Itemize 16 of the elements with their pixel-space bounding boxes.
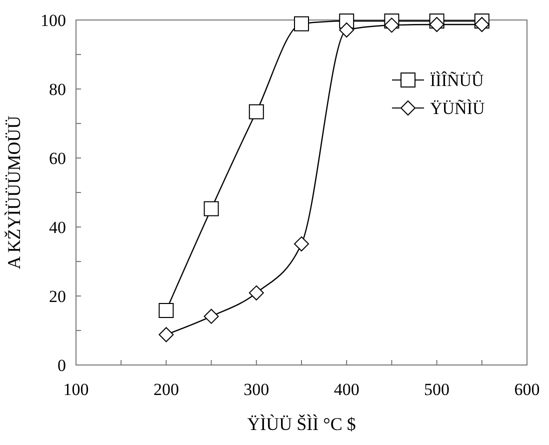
x-tick-label: 200 xyxy=(153,380,179,399)
legend-label: ÏÌÎÑÜÛ xyxy=(430,71,484,90)
y-tick-label: 40 xyxy=(49,218,66,237)
x-tick-label: 300 xyxy=(244,380,270,399)
y-tick-label: 0 xyxy=(58,356,66,375)
x-tick-label: 500 xyxy=(424,380,450,399)
x-tick-label: 100 xyxy=(63,380,89,399)
y-axis-title: A KŽYÌÜÜÜMOÜÜ xyxy=(4,116,24,270)
y-tick-label: 60 xyxy=(49,149,66,168)
x-axis-title: ŸÌÙÜ ŠÌÌ °C $ xyxy=(247,414,356,434)
y-tick-label: 80 xyxy=(49,80,66,99)
legend-label: ŸÜÑÌÜ xyxy=(430,99,485,118)
y-tick-label: 100 xyxy=(40,11,66,30)
x-tick-label: 400 xyxy=(334,380,360,399)
y-tick-label: 20 xyxy=(49,287,66,306)
x-tick-label: 600 xyxy=(514,380,540,399)
